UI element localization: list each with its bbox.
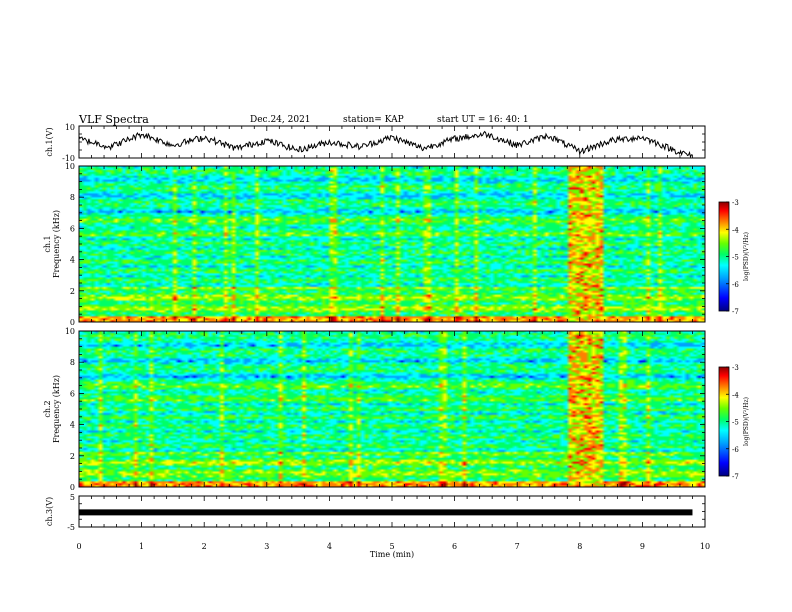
x-tick-label: 3 (264, 542, 269, 551)
y-tick-label: 2 (70, 452, 75, 461)
station-label: station= KAP (343, 115, 404, 125)
y-tick-label: -10 (62, 154, 75, 163)
start-time-label: start UT = 16: 40: 1 (437, 115, 529, 125)
y-tick-label: 10 (65, 162, 75, 171)
figure-title: VLF Spectra (79, 113, 149, 126)
line-traces (78, 130, 693, 516)
y-tick-label: 4 (70, 421, 75, 430)
x-tick-label: 2 (202, 542, 207, 551)
y-tick-label: 0 (70, 318, 75, 327)
colorbar-tick-label: -4 (732, 226, 739, 234)
x-tick-label: 8 (577, 542, 582, 551)
y-tick-label: 10 (65, 123, 75, 132)
y-tick-label: 2 (70, 287, 75, 296)
x-tick-label: 0 (76, 542, 81, 551)
spectrogram-ch2 (79, 331, 705, 487)
y-tick-label: -5 (67, 523, 75, 532)
y-axis-label: ch.1(V) (45, 127, 54, 156)
colorbar-tick-label: -4 (732, 391, 739, 399)
x-tick-label: 9 (640, 542, 645, 551)
colorbar-tick-label: -5 (732, 419, 739, 427)
y-tick-label: 0 (70, 483, 75, 492)
y-tick-label: 4 (70, 256, 75, 265)
y-tick-label: 5 (70, 493, 75, 502)
y-tick-label: 6 (70, 389, 75, 398)
colorbar-tick-label: -6 (732, 281, 739, 289)
x-tick-label: 4 (327, 542, 332, 551)
y-tick-label: 8 (70, 358, 75, 367)
colorbar-tick-label: -7 (732, 308, 739, 316)
axes (78, 125, 730, 528)
y-tick-label: 6 (70, 224, 75, 233)
x-tick-label: 7 (515, 542, 520, 551)
colorbar-tick-label: -3 (732, 199, 739, 207)
y-axis-label: Frequency (kHz) (52, 210, 61, 278)
y-axis-label: ch.3(V) (45, 497, 54, 526)
colorbar-tick-label: -7 (732, 473, 739, 481)
y-axis-label: ch.2 (43, 400, 52, 417)
spectrogram-ch1 (79, 166, 705, 322)
y-axis-label: ch.1 (43, 235, 52, 252)
y-tick-label: 8 (70, 193, 75, 202)
x-tick-label: 6 (452, 542, 457, 551)
x-tick-label: 1 (139, 542, 144, 551)
x-axis-label: Time (min) (370, 550, 414, 559)
colorbar-label: log(PSD)(V²/Hz) (743, 232, 750, 281)
colorbar-label: log(PSD)(V²/Hz) (743, 397, 750, 446)
date-label: Dec.24, 2021 (250, 115, 311, 125)
spectrogram-images (79, 166, 705, 487)
y-tick-label: 10 (65, 327, 75, 336)
colorbar-tick-label: -6 (732, 446, 739, 454)
colorbar-tick-label: -3 (732, 364, 739, 372)
y-axis-label: Frequency (kHz) (52, 375, 61, 443)
x-tick-label: 10 (700, 542, 710, 551)
x-tick-label: 5 (389, 542, 394, 551)
colorbar-tick-label: -5 (732, 254, 739, 262)
ch1-trace (78, 130, 693, 159)
